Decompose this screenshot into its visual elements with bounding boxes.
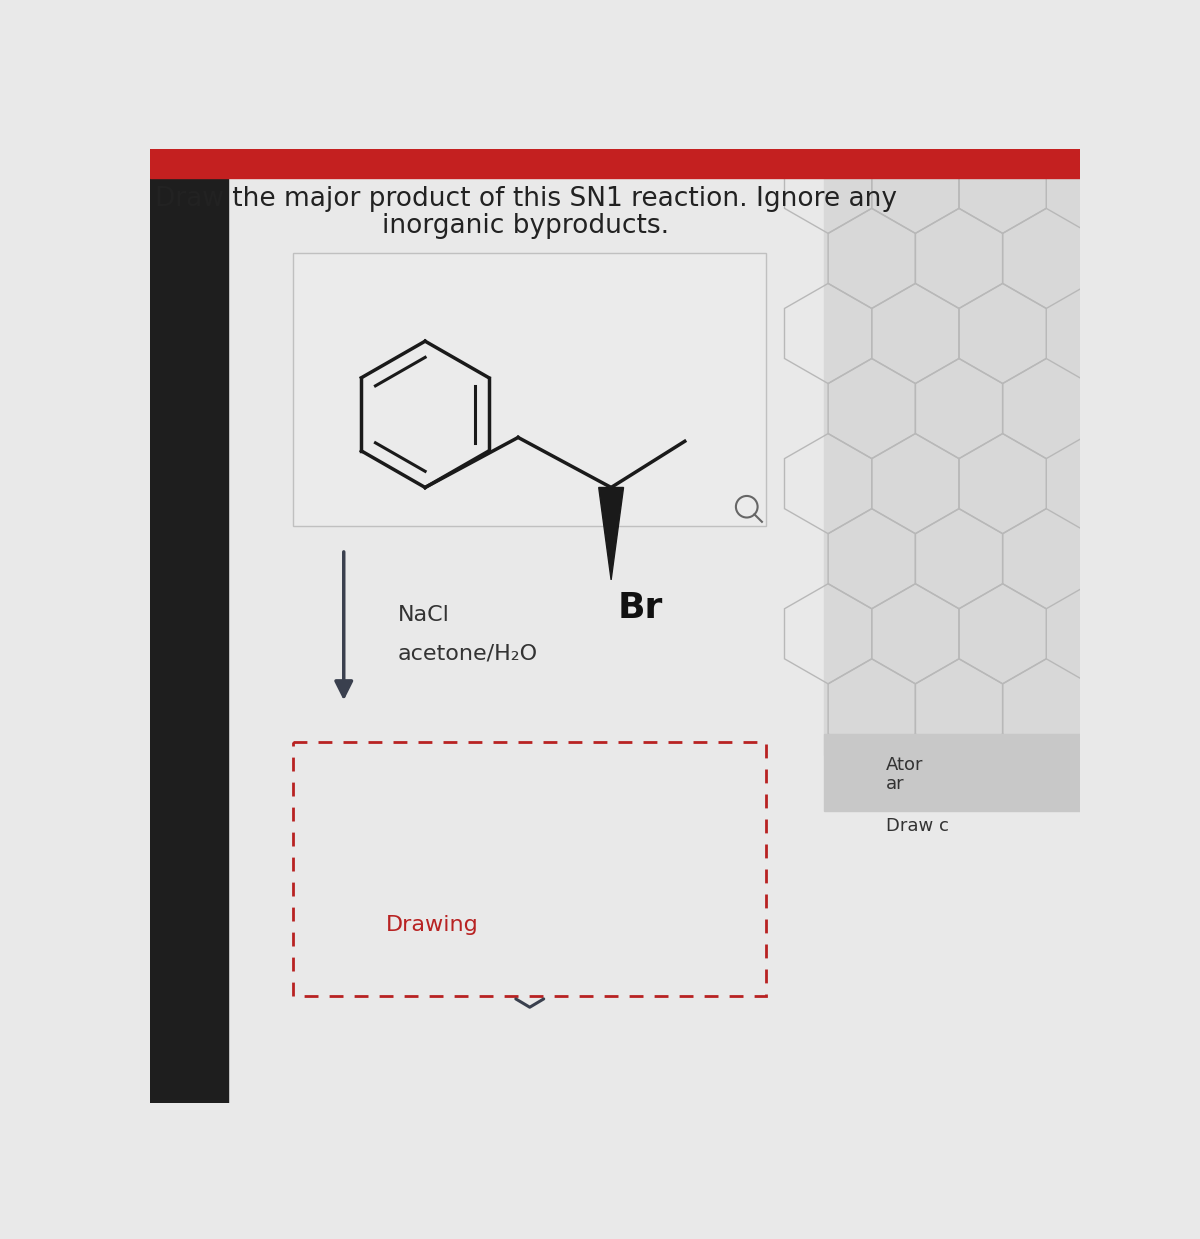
Text: Draw the major product of this SN1 reaction. Ignore any: Draw the major product of this SN1 react… bbox=[155, 186, 896, 212]
Text: Drawing: Drawing bbox=[386, 914, 479, 934]
Bar bbox=[150, 149, 228, 1103]
Text: NaCl: NaCl bbox=[398, 605, 450, 624]
Text: ar: ar bbox=[887, 774, 905, 793]
Bar bbox=[150, 149, 1080, 178]
Bar bbox=[824, 733, 1080, 810]
Polygon shape bbox=[599, 487, 624, 580]
Bar bbox=[293, 742, 766, 996]
Bar bbox=[293, 253, 766, 527]
Text: Br: Br bbox=[617, 591, 662, 626]
Text: Draw c: Draw c bbox=[887, 818, 949, 835]
Text: Ator: Ator bbox=[887, 756, 924, 773]
Bar bbox=[824, 178, 1080, 756]
Text: inorganic byproducts.: inorganic byproducts. bbox=[383, 213, 670, 239]
Text: acetone/H₂O: acetone/H₂O bbox=[398, 643, 538, 663]
